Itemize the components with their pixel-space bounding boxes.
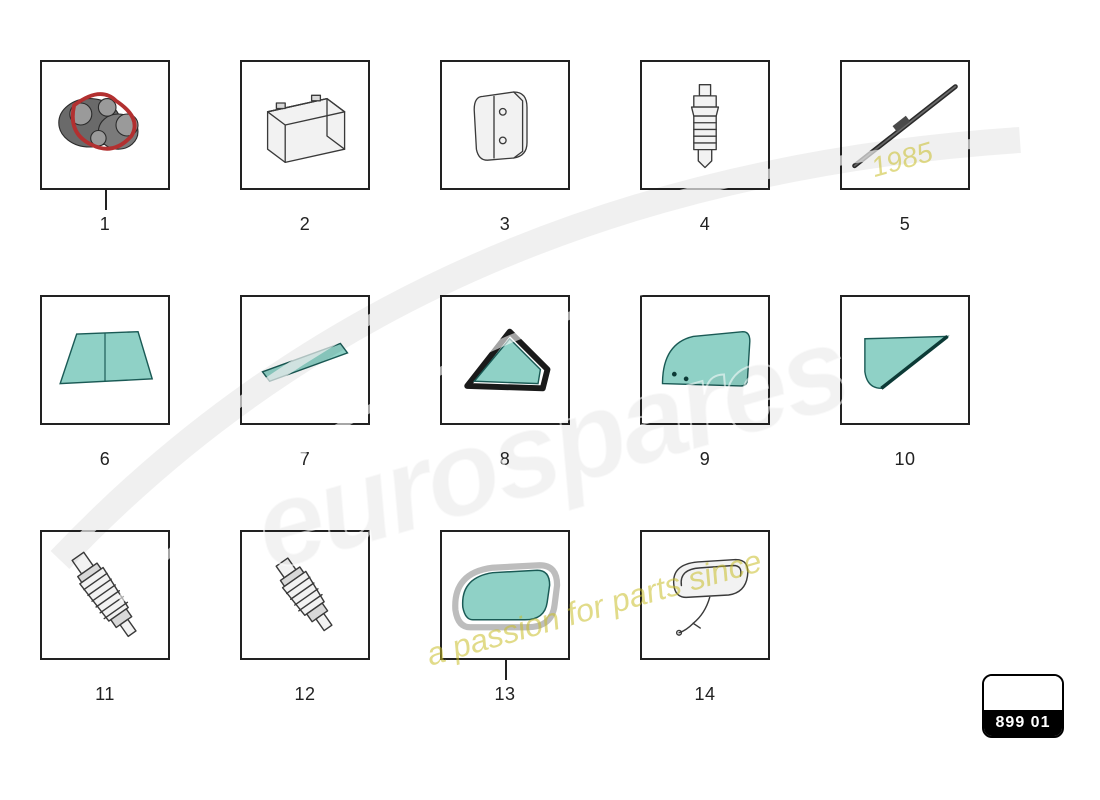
part-thumbnail[interactable] [40, 295, 170, 425]
part-number: 12 [294, 684, 315, 705]
windshield-glass-icon [46, 301, 164, 419]
parts-grid: 1 2 [40, 60, 980, 705]
shock-absorber-short-icon [246, 536, 364, 654]
part-number: 8 [500, 449, 511, 470]
part-cell: 7 [240, 295, 370, 470]
part-cell: 12 [240, 530, 370, 705]
part-number: 13 [494, 684, 515, 705]
mirror-glass-icon [443, 533, 567, 657]
battery-icon [250, 70, 360, 180]
part-number: 10 [894, 449, 915, 470]
part-cell: 9 [640, 295, 770, 470]
part-cell: 14 [640, 530, 770, 705]
exterior-mirror-icon [646, 536, 764, 654]
part-thumbnail[interactable] [640, 295, 770, 425]
part-cell: 4 [640, 60, 770, 235]
part-cell: 10 [840, 295, 970, 470]
part-thumbnail[interactable] [640, 530, 770, 660]
part-number: 6 [100, 449, 111, 470]
part-number: 11 [95, 684, 115, 705]
part-thumbnail[interactable] [440, 295, 570, 425]
part-cell: 1 [40, 60, 170, 235]
part-thumbnail[interactable] [240, 530, 370, 660]
grid-row: 11 12 [40, 530, 980, 705]
shock-absorber-icon [46, 536, 164, 654]
part-number: 5 [900, 214, 911, 235]
glass-strip-icon [246, 301, 364, 419]
part-number: 7 [300, 449, 311, 470]
part-cell: 3 [440, 60, 570, 235]
part-cell: 13 [440, 530, 570, 705]
part-number: 3 [500, 214, 511, 235]
part-thumbnail[interactable] [840, 60, 970, 190]
part-thumbnail[interactable] [40, 530, 170, 660]
part-number: 1 [100, 214, 111, 235]
part-thumbnail[interactable] [240, 60, 370, 190]
quarter-glass-icon [846, 301, 964, 419]
part-thumbnail[interactable] [440, 60, 570, 190]
part-cell: 11 [40, 530, 170, 705]
spark-plug-icon [649, 69, 761, 181]
part-number: 9 [700, 449, 711, 470]
brake-pad-icon [450, 70, 560, 180]
part-thumbnail[interactable] [40, 60, 170, 190]
grid-row: 6 7 8 [40, 295, 980, 470]
part-cell: 2 [240, 60, 370, 235]
part-number: 2 [300, 214, 311, 235]
part-thumbnail[interactable] [440, 530, 570, 660]
quarter-glass-framed-icon [446, 301, 564, 419]
part-number: 4 [700, 214, 711, 235]
badge-code: 899 01 [984, 710, 1062, 736]
engine-belt-icon [50, 70, 160, 180]
grid-row: 1 2 [40, 60, 980, 235]
leader-line [105, 188, 107, 210]
badge-top [984, 676, 1062, 710]
door-glass-icon [646, 301, 764, 419]
wiper-blade-icon [845, 65, 965, 185]
part-cell: 8 [440, 295, 570, 470]
part-cell: 6 [40, 295, 170, 470]
part-number: 14 [694, 684, 715, 705]
diagram-reference-badge: 899 01 [982, 674, 1064, 738]
leader-line [505, 658, 507, 680]
part-thumbnail[interactable] [840, 295, 970, 425]
part-thumbnail[interactable] [640, 60, 770, 190]
part-cell: 5 [840, 60, 970, 235]
part-thumbnail[interactable] [240, 295, 370, 425]
